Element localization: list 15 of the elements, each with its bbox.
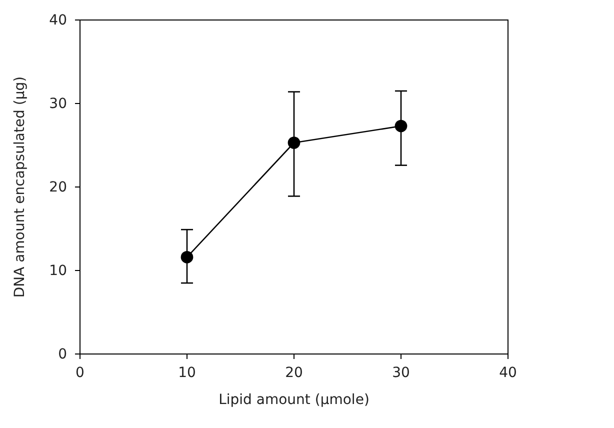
y-axis-title: DNA amount encapsulated (μg)	[12, 76, 28, 298]
y-tick-label: 10	[49, 262, 67, 279]
y-tick-label: 40	[49, 12, 67, 28]
y-tick-label: 30	[49, 96, 67, 112]
x-tick-label: 10	[178, 364, 196, 381]
y-tick-label: 0	[58, 346, 67, 362]
y-tick-label: 20	[49, 179, 67, 196]
x-tick-label: 30	[392, 364, 410, 381]
point	[394, 120, 408, 132]
x-tick-label: 20	[285, 364, 303, 381]
x-axis-title: Lipid amount (μmole)	[218, 392, 370, 408]
point	[180, 250, 194, 264]
x-tick-label: 40	[499, 364, 517, 381]
point	[288, 136, 300, 149]
x-tick-label: 0	[76, 364, 84, 381]
